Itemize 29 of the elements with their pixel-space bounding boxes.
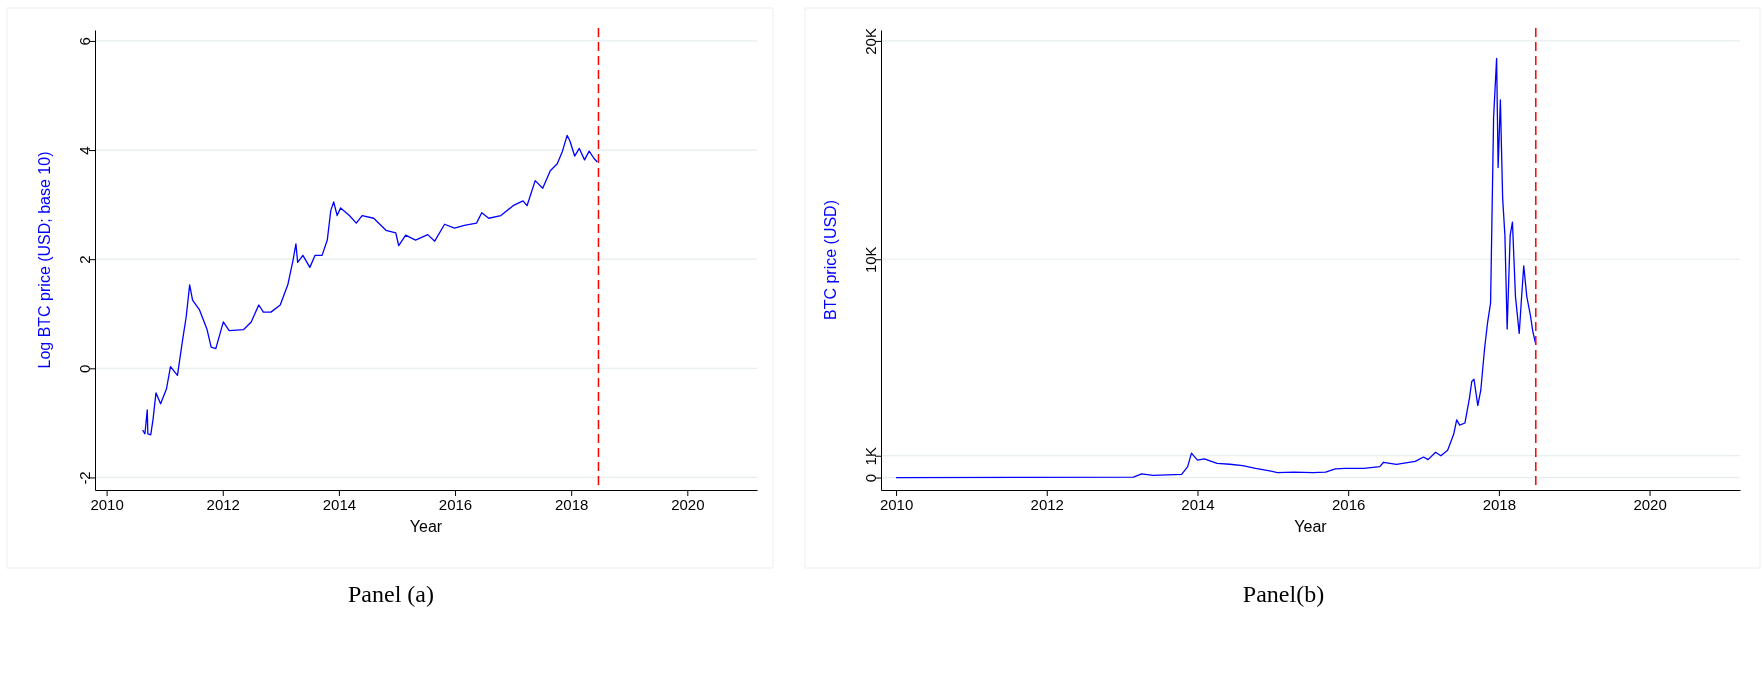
x-tick-label: 2016 <box>1331 495 1366 513</box>
x-tick-label: 2020 <box>671 495 705 513</box>
y-tick-label: -2 <box>76 471 94 485</box>
y-axis-title: BTC price (USD) <box>822 199 839 321</box>
x-axis-title: Year <box>409 518 443 535</box>
y-tick-label: 10K <box>862 246 880 274</box>
x-tick-label: 2012 <box>1030 495 1064 513</box>
y-tick-label: 2 <box>76 255 94 264</box>
text: Panel(b) <box>1242 581 1325 607</box>
x-axis-title: Year <box>1294 518 1328 535</box>
x-tick-label: 2012 <box>206 495 240 513</box>
y-tick-label: 0 <box>76 364 94 373</box>
line-series <box>141 134 598 436</box>
x-tick-label: 2020 <box>1633 495 1667 513</box>
text: Panel (a) <box>348 581 434 607</box>
line-series <box>895 57 1537 479</box>
x-tick-label: 2010 <box>879 495 914 513</box>
y-tick-label: 0 <box>862 473 880 483</box>
x-tick-label: 2018 <box>554 495 589 513</box>
y-tick-label: 20K <box>862 28 880 55</box>
x-tick-label: 2014 <box>322 495 357 513</box>
y-tick-label: 1K <box>862 447 880 466</box>
x-tick-label: 2010 <box>90 495 124 513</box>
x-tick-label: 2014 <box>1181 495 1215 513</box>
y-axis-title: Log BTC price (USD; base 10) <box>36 151 53 369</box>
y-tick-label: 6 <box>76 37 94 46</box>
x-tick-label: 2018 <box>1482 495 1517 513</box>
x-tick-label: 2016 <box>438 495 473 513</box>
y-tick-label: 4 <box>76 146 94 155</box>
